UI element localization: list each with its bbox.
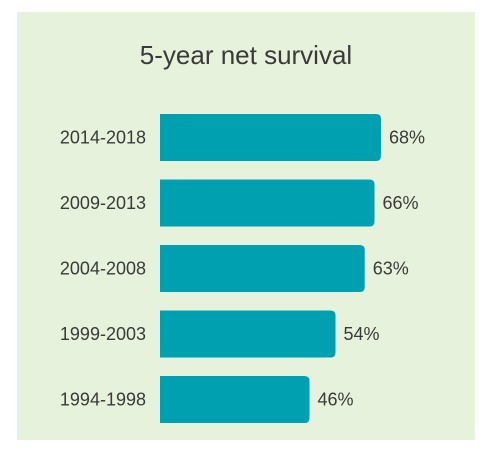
data-label: 54% xyxy=(344,324,380,344)
category-label: 1999-2003 xyxy=(60,324,146,344)
category-label: 2004-2008 xyxy=(60,259,146,279)
data-label: 68% xyxy=(389,128,425,148)
category-label: 1994-1998 xyxy=(60,390,146,410)
bar xyxy=(160,376,310,423)
category-label: 2009-2013 xyxy=(60,193,146,213)
data-label: 46% xyxy=(318,390,354,410)
data-label: 66% xyxy=(383,193,419,213)
bar xyxy=(160,179,375,227)
data-label: 63% xyxy=(373,259,409,279)
bar xyxy=(160,114,381,161)
bar xyxy=(160,245,365,292)
category-label: 2014-2018 xyxy=(60,128,146,148)
bar xyxy=(160,310,336,358)
chart-title: 5-year net survival xyxy=(139,40,353,70)
